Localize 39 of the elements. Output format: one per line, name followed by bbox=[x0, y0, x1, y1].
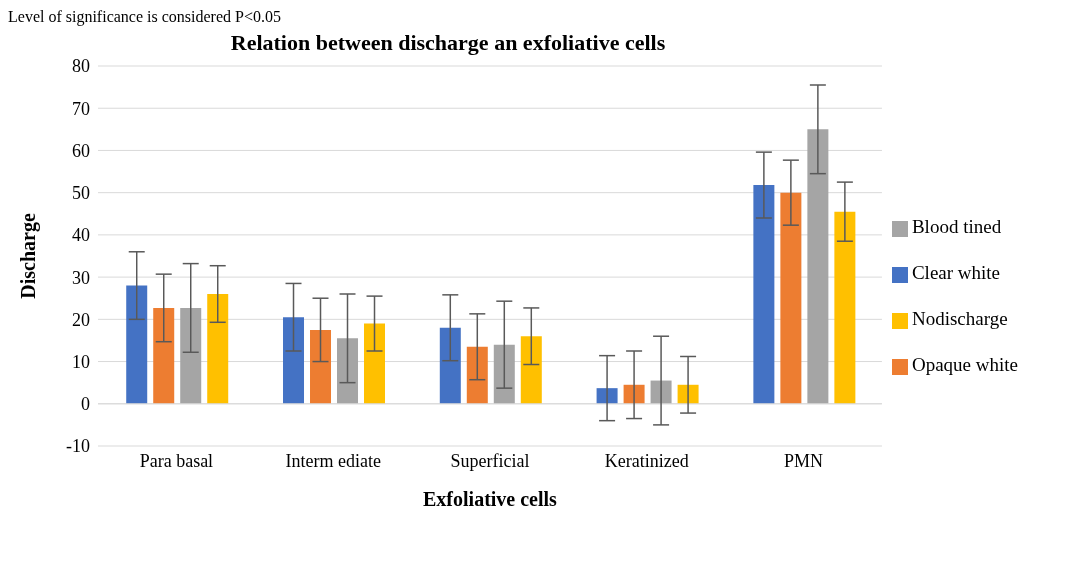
bar bbox=[520, 336, 542, 404]
y-tick-label: -10 bbox=[66, 436, 90, 457]
bar bbox=[310, 329, 332, 404]
x-tick-label: Para basal bbox=[139, 450, 214, 471]
bar bbox=[283, 317, 305, 404]
legend-label: Clear white bbox=[911, 262, 1001, 283]
x-tick-label: PMN bbox=[784, 450, 824, 471]
x-tick-label: Keratinized bbox=[604, 450, 689, 471]
bar bbox=[780, 192, 802, 404]
legend-label: Nodischarge bbox=[911, 308, 1008, 329]
y-tick-label: 60 bbox=[72, 140, 90, 161]
bar bbox=[493, 344, 515, 404]
x-tick-label: Interm ediate bbox=[285, 450, 381, 471]
y-tick-label: 80 bbox=[72, 56, 90, 77]
bar bbox=[153, 307, 175, 404]
y-tick-label: 10 bbox=[72, 351, 90, 372]
y-tick-label: 50 bbox=[72, 183, 90, 204]
chart-title: Relation between discharge an exfoliative cells bbox=[229, 30, 667, 56]
bar bbox=[753, 185, 775, 404]
legend-label: Opaque white bbox=[911, 354, 1018, 375]
bar bbox=[337, 338, 359, 404]
bar bbox=[807, 129, 829, 404]
bar bbox=[126, 285, 148, 404]
y-tick-label: 30 bbox=[72, 267, 90, 288]
y-tick-label: 20 bbox=[72, 309, 90, 330]
bar bbox=[834, 211, 856, 404]
x-axis-title: Exfoliative cells bbox=[423, 488, 558, 510]
y-tick-label: 40 bbox=[72, 225, 90, 246]
bar bbox=[180, 307, 202, 404]
bar bbox=[364, 323, 386, 404]
bar bbox=[207, 294, 229, 404]
y-tick-label: 70 bbox=[72, 98, 90, 119]
x-tick-label: Superficial bbox=[450, 450, 530, 471]
bar bbox=[466, 346, 488, 404]
text: Level of significance is considered P<0.05 bbox=[8, 8, 282, 26]
y-axis-title: Discharge bbox=[17, 213, 41, 299]
bar bbox=[439, 327, 461, 404]
legend-label: Blood tined bbox=[911, 216, 1002, 237]
y-tick-label: 0 bbox=[81, 394, 90, 415]
